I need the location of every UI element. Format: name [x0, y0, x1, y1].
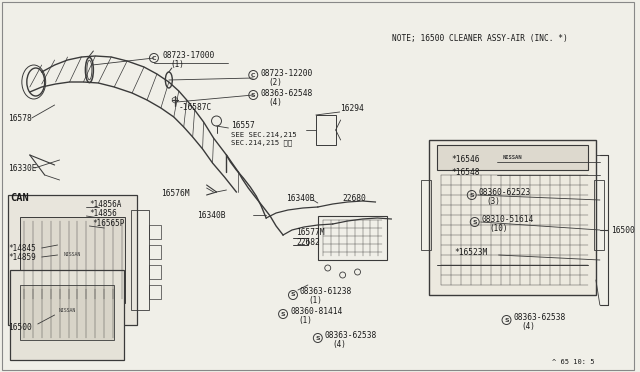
Text: (4): (4) — [522, 321, 535, 330]
Text: *16546: *16546 — [452, 154, 481, 164]
Text: *14856A: *14856A — [90, 199, 122, 208]
Text: S: S — [504, 317, 509, 323]
Text: 08723-17000: 08723-17000 — [163, 51, 215, 60]
Text: 16500: 16500 — [611, 225, 634, 234]
Text: ^ 65 10: 5: ^ 65 10: 5 — [552, 359, 595, 365]
FancyBboxPatch shape — [429, 140, 596, 295]
Text: *16548: *16548 — [452, 167, 481, 176]
Text: S: S — [291, 292, 295, 298]
Text: 16294: 16294 — [340, 103, 364, 112]
Text: S: S — [281, 311, 285, 317]
Text: (4): (4) — [268, 97, 282, 106]
Text: *16523M: *16523M — [455, 247, 488, 257]
Text: SEC.214,215 参照: SEC.214,215 参照 — [232, 140, 292, 146]
Text: 08363-62538: 08363-62538 — [324, 330, 377, 340]
Text: (2): (2) — [268, 77, 282, 87]
FancyBboxPatch shape — [8, 195, 137, 325]
Text: 16557: 16557 — [232, 121, 255, 129]
Text: 08363-61238: 08363-61238 — [300, 288, 352, 296]
Text: 22680: 22680 — [342, 193, 366, 202]
Text: C: C — [152, 55, 156, 61]
Text: 08723-12200: 08723-12200 — [260, 68, 312, 77]
Text: 08363-62538: 08363-62538 — [513, 312, 566, 321]
Text: NISSAN: NISSAN — [64, 253, 81, 257]
FancyBboxPatch shape — [20, 285, 114, 340]
Text: *14859: *14859 — [8, 253, 36, 262]
Text: *16565P: *16565P — [92, 218, 125, 228]
Text: (1): (1) — [308, 296, 322, 305]
FancyBboxPatch shape — [437, 145, 588, 170]
Text: 16576M: 16576M — [161, 189, 189, 198]
Text: NISSAN: NISSAN — [58, 308, 76, 312]
Text: *14845: *14845 — [8, 244, 36, 253]
Text: S: S — [251, 93, 255, 97]
Text: *14856: *14856 — [90, 208, 117, 218]
Text: S: S — [316, 336, 320, 340]
Text: 08360-81414: 08360-81414 — [290, 307, 342, 315]
Text: (10): (10) — [490, 224, 508, 232]
Text: 16577M: 16577M — [296, 228, 324, 237]
Text: -16587C: -16587C — [179, 103, 212, 112]
Text: 16340B: 16340B — [286, 193, 314, 202]
Text: 08310-51614: 08310-51614 — [482, 215, 534, 224]
Text: C: C — [251, 73, 255, 77]
Text: (1): (1) — [171, 60, 185, 68]
Text: CAN: CAN — [10, 193, 29, 203]
Text: S: S — [470, 192, 474, 198]
Text: 16330E: 16330E — [8, 164, 36, 173]
FancyBboxPatch shape — [20, 217, 125, 303]
Text: (3): (3) — [486, 196, 500, 205]
Text: 16578: 16578 — [8, 113, 32, 122]
Text: 22682: 22682 — [296, 237, 320, 247]
Text: S: S — [472, 219, 477, 224]
Text: (4): (4) — [333, 340, 347, 349]
FancyBboxPatch shape — [10, 270, 124, 360]
Text: 16340B: 16340B — [196, 211, 225, 219]
Text: SEE SEC.214,215: SEE SEC.214,215 — [232, 132, 297, 138]
Text: (1): (1) — [298, 315, 312, 324]
Text: 16500: 16500 — [8, 323, 32, 331]
Text: 08360-62523: 08360-62523 — [479, 187, 531, 196]
Text: NISSAN: NISSAN — [503, 154, 522, 160]
Text: NOTE; 16500 CLEANER ASSY-AIR (INC. *): NOTE; 16500 CLEANER ASSY-AIR (INC. *) — [392, 33, 568, 42]
Text: 08363-62548: 08363-62548 — [260, 89, 312, 97]
